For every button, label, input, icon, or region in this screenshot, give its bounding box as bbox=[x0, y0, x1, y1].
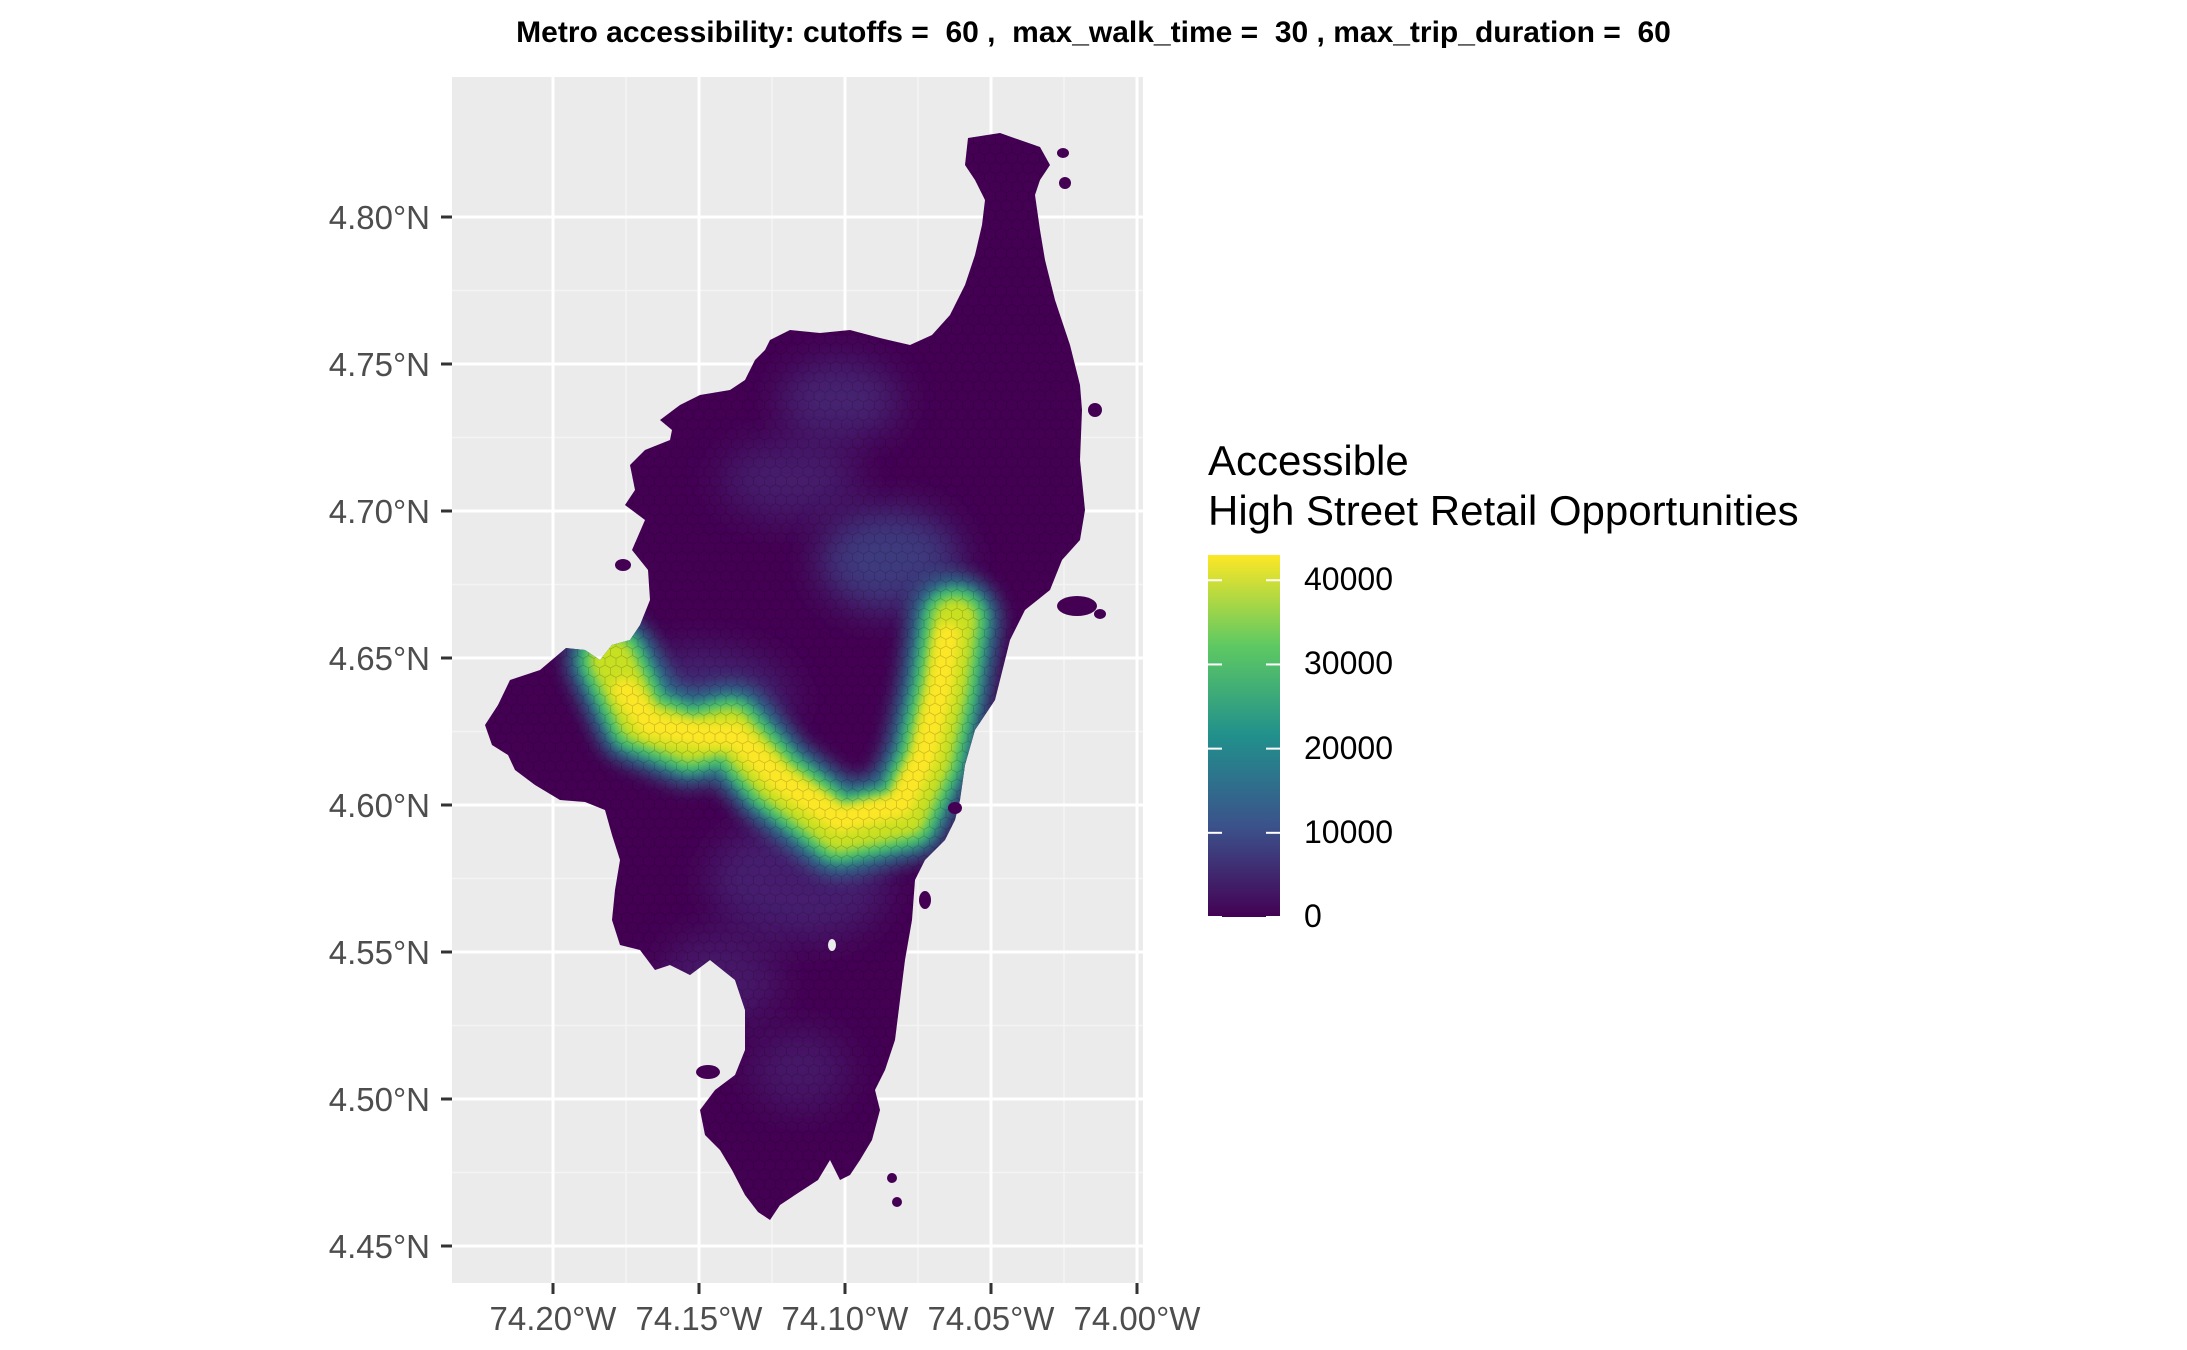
outlying-hex-cluster bbox=[1057, 148, 1069, 158]
outlying-hex-cluster bbox=[842, 1153, 858, 1165]
legend-label: 10000 bbox=[1304, 813, 1393, 850]
x-tick-label: 74.10°W bbox=[782, 1300, 910, 1337]
outlying-hex-cluster bbox=[1088, 403, 1102, 417]
x-tick-label: 74.20°W bbox=[490, 1300, 618, 1337]
legend-label: 20000 bbox=[1304, 729, 1393, 766]
legend-title-line1: Accessible bbox=[1208, 437, 1409, 484]
legend-label: 40000 bbox=[1304, 561, 1393, 598]
outlying-hex-cluster bbox=[887, 1173, 897, 1183]
y-tick-label: 4.65°N bbox=[329, 640, 430, 677]
x-tick-label: 74.00°W bbox=[1074, 1300, 1202, 1337]
y-tick-label: 4.55°N bbox=[329, 934, 430, 971]
y-tick-label: 4.45°N bbox=[329, 1228, 430, 1265]
outlying-hexes bbox=[615, 148, 1106, 1207]
x-axis: 74.20°W 74.15°W 74.10°W 74.05°W 74.00°W bbox=[490, 1283, 1202, 1337]
y-tick-label: 4.70°N bbox=[329, 493, 430, 530]
map-hole bbox=[828, 939, 836, 951]
outlying-hex-cluster bbox=[696, 1065, 720, 1079]
legend-colorbar bbox=[1208, 555, 1280, 917]
y-tick-label: 4.75°N bbox=[329, 346, 430, 383]
outlying-hex-cluster bbox=[1057, 596, 1097, 616]
outlying-hex-cluster bbox=[948, 802, 962, 814]
y-axis: 4.80°N 4.75°N 4.70°N 4.65°N 4.60°N 4.55°N 4.50… bbox=[329, 199, 452, 1265]
y-tick-label: 4.80°N bbox=[329, 199, 430, 236]
y-tick-label: 4.60°N bbox=[329, 787, 430, 824]
legend-label: 0 bbox=[1304, 898, 1322, 934]
legend-title: Accessible High Street Retail Opportunit… bbox=[1208, 436, 1799, 536]
outlying-hex-cluster bbox=[615, 559, 631, 571]
plot-title: Metro accessibility: cutoffs = 60 , max_… bbox=[516, 16, 1671, 49]
outlying-hex-cluster bbox=[919, 891, 931, 909]
x-tick-label: 74.05°W bbox=[928, 1300, 1056, 1337]
outlying-hex-cluster bbox=[1094, 609, 1106, 619]
legend-label: 30000 bbox=[1304, 645, 1393, 682]
x-tick-label: 74.15°W bbox=[636, 1300, 764, 1337]
outlying-hex-cluster bbox=[892, 1197, 902, 1207]
y-tick-label: 4.50°N bbox=[329, 1081, 430, 1118]
legend-ticks bbox=[1208, 579, 1280, 918]
outlying-hex-cluster bbox=[1059, 177, 1071, 189]
legend-title-line2: High Street Retail Opportunities bbox=[1208, 487, 1799, 534]
